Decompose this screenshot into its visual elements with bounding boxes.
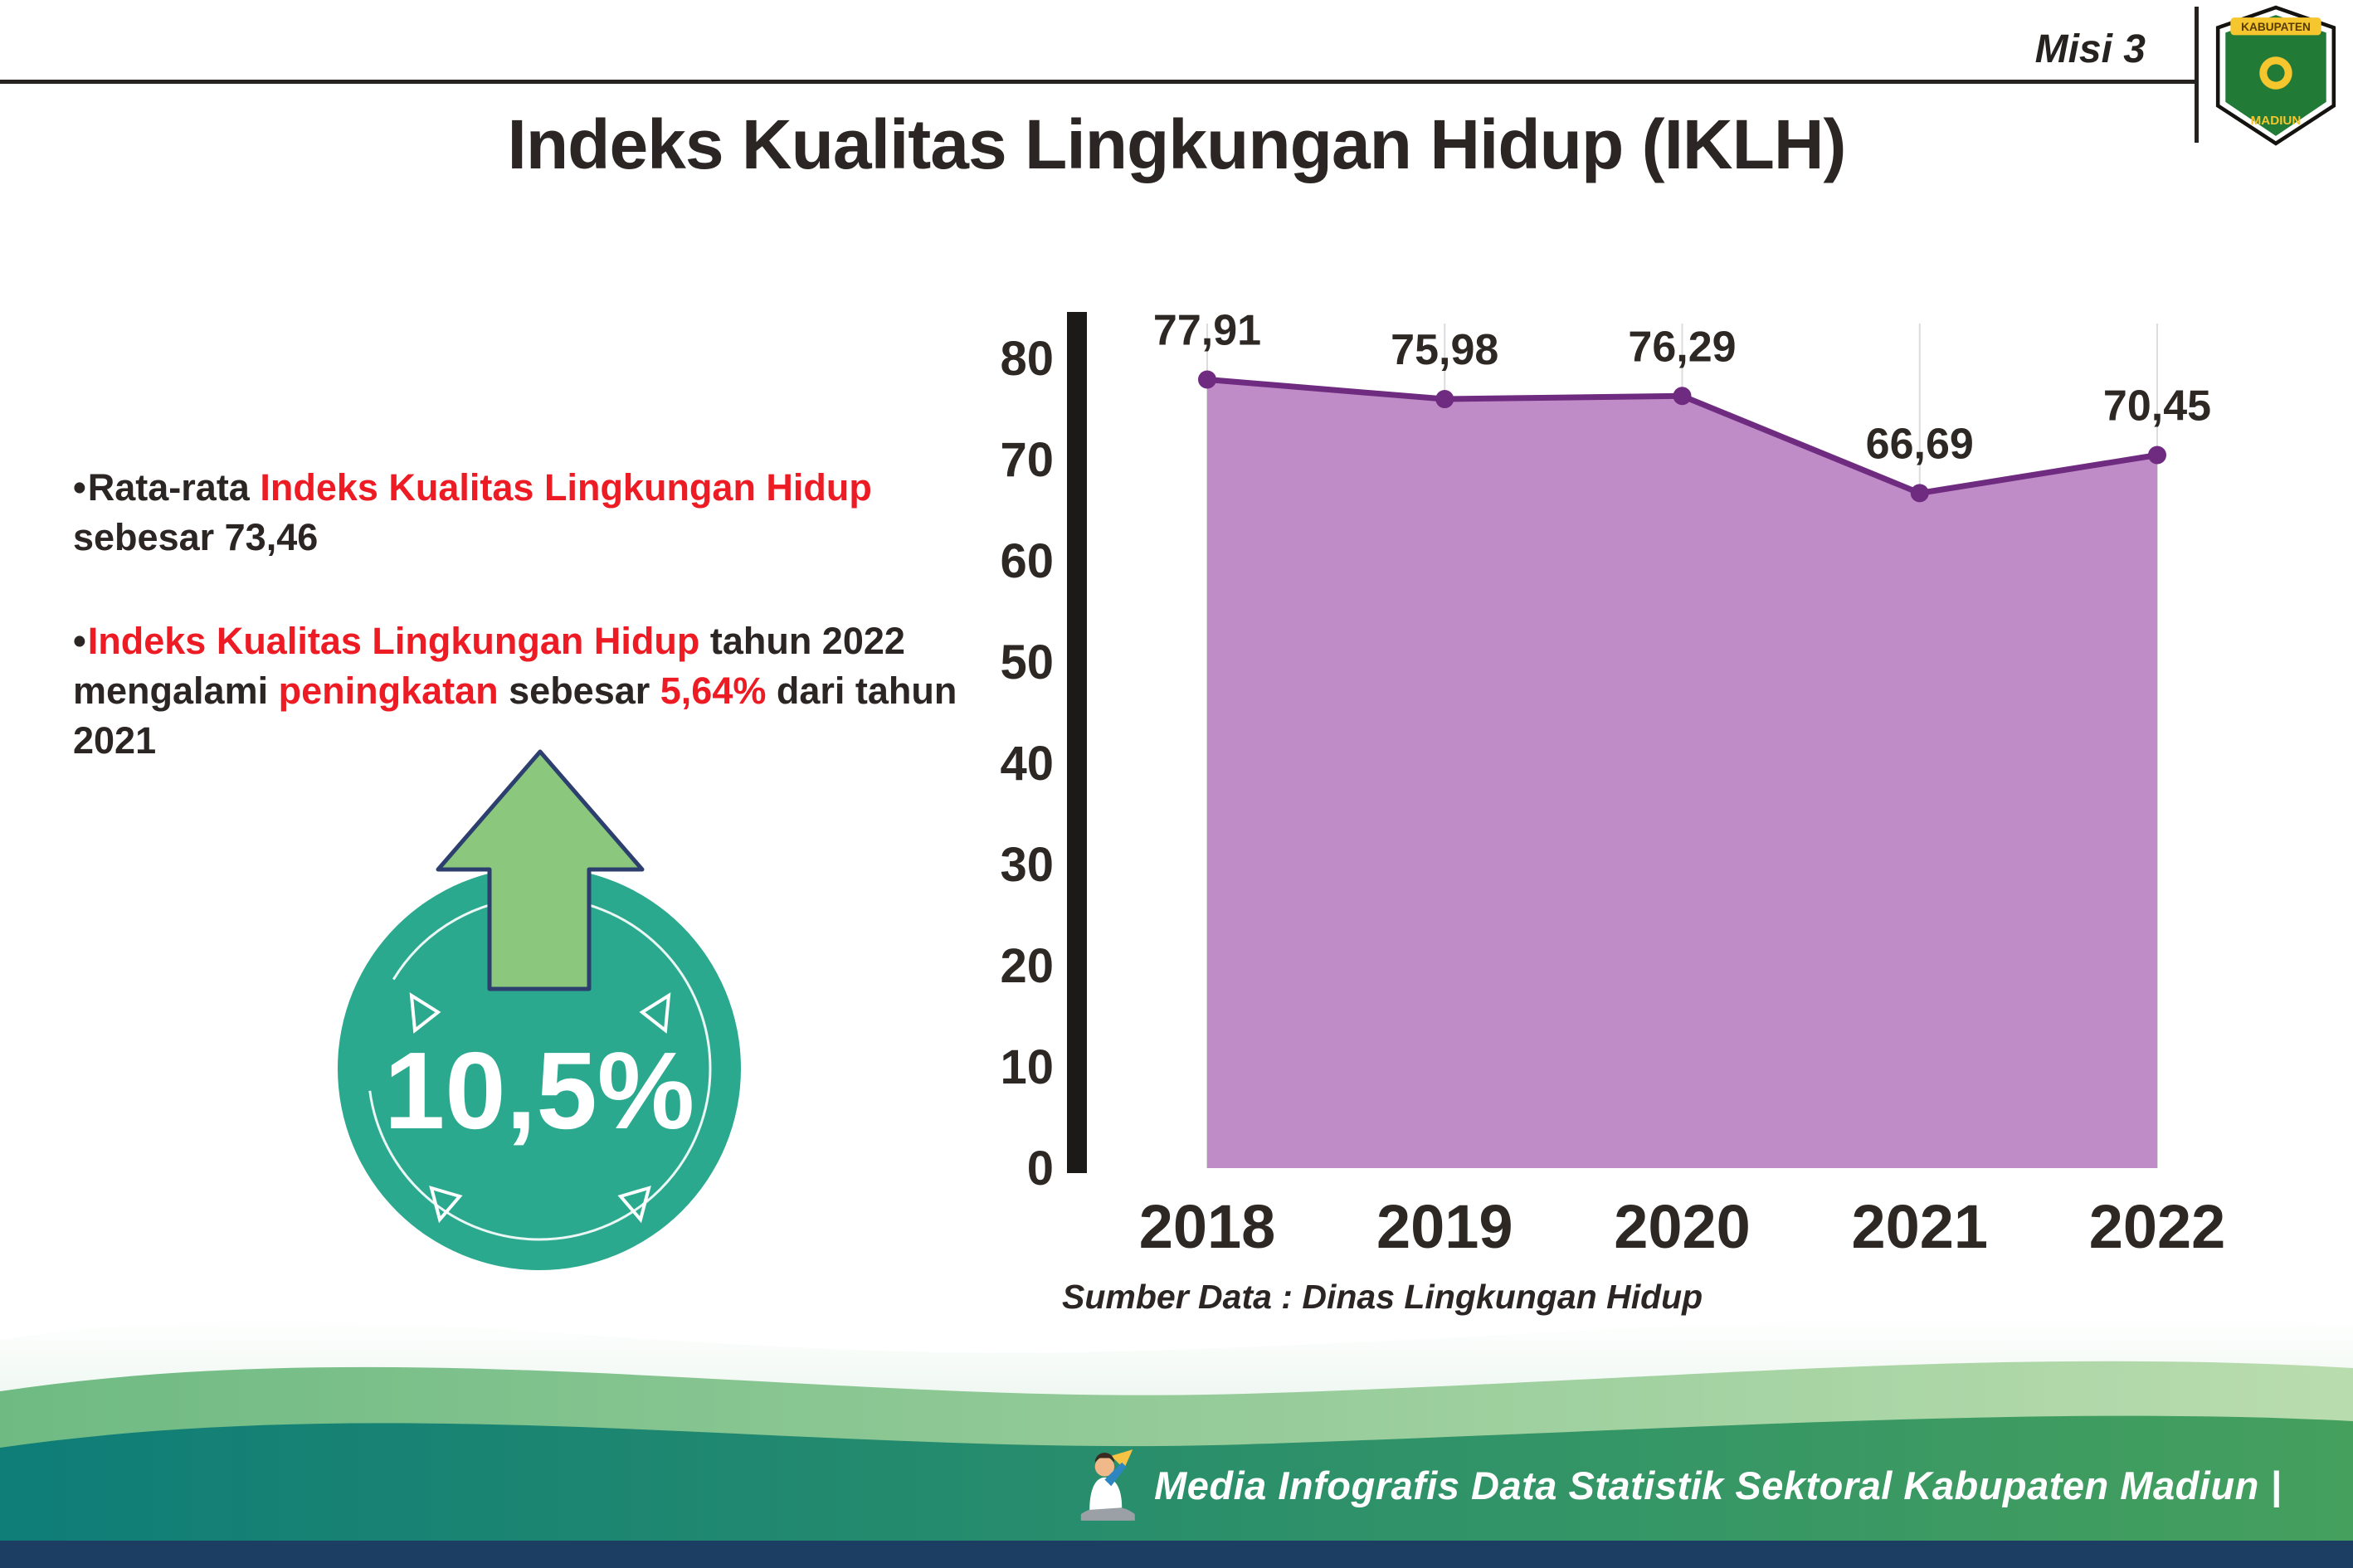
body-text: sebesar — [498, 669, 660, 712]
body-text: sebesar 73,46 — [73, 516, 319, 559]
mascot-base — [1080, 1506, 1135, 1521]
data-label: 75,98 — [1391, 326, 1498, 374]
chart-area — [1207, 379, 2157, 1168]
data-label: 76,29 — [1628, 323, 1736, 371]
body-text: dari tahun 2021 — [73, 669, 957, 762]
page-title: Indeks Kualitas Lingkungan Hidup (IKLH) — [507, 105, 1846, 183]
x-tick-label: 2018 — [1139, 1192, 1276, 1261]
bullet-item: •Rata-rata Indeks Kualitas Lingkungan Hi… — [73, 463, 994, 563]
body-text: Rata-rata — [87, 466, 261, 509]
footer-waves — [0, 1316, 2353, 1568]
x-tick-label: 2019 — [1376, 1192, 1513, 1261]
highlight-text: 5,64% — [660, 669, 767, 712]
badge-triangle-right — [639, 992, 671, 1034]
misi-label: Misi 3 — [2034, 27, 2146, 71]
up-arrow-icon — [436, 749, 645, 991]
x-tick-label: 2021 — [1851, 1192, 1988, 1261]
data-label: 70,45 — [2103, 382, 2211, 431]
bullet-item: •Indeks Kualitas Lingkungan Hidup tahun … — [73, 616, 994, 767]
footer-mascot-icon — [1080, 1449, 1135, 1521]
y-tick-label: 20 — [1000, 939, 1054, 993]
badge-triangle-left — [409, 992, 441, 1034]
y-tick-label: 70 — [1000, 433, 1054, 487]
data-label: 66,69 — [1866, 420, 1974, 468]
footer-navy-strip — [0, 1541, 2353, 1568]
logo-bracket-line — [2195, 7, 2199, 143]
mascot-arm — [1104, 1462, 1127, 1487]
iklh-area-chart: 77,91 75,98 76,29 66,69 70,45 0 10 20 30 40 50 60 70… — [1000, 306, 2226, 1261]
data-point — [1435, 390, 1454, 409]
data-point — [1198, 370, 1216, 389]
y-tick-label: 10 — [1000, 1040, 1054, 1094]
logo-banner-top — [2230, 17, 2321, 36]
highlight-text: Indeks Kualitas Lingkungan Hidup — [260, 466, 872, 509]
bullet-list: •Rata-rata Indeks Kualitas Lingkungan Hi… — [73, 463, 994, 819]
highlight-text: Indeks Kualitas Lingkungan Hidup — [87, 619, 700, 662]
body-text: tahun 2022 mengalami — [73, 619, 905, 712]
y-tick-label: 80 — [1000, 332, 1054, 386]
badge-triangle-bottom-right — [617, 1186, 651, 1224]
y-tick-label: 50 — [1000, 635, 1054, 689]
logo-emblem-inner — [2267, 64, 2285, 82]
y-tick-label: 60 — [1000, 534, 1054, 588]
kabupaten-madiun-logo: KABUPATEN MADIUN — [2215, 5, 2336, 146]
mascot-body — [1089, 1477, 1123, 1510]
mascot-hair — [1094, 1453, 1115, 1463]
mascot-pencil — [1111, 1449, 1133, 1469]
badge-triangle-bottom-left — [429, 1186, 463, 1224]
header-rule — [0, 80, 2195, 84]
data-label: 77,91 — [1153, 306, 1261, 354]
x-tick-label: 2022 — [2089, 1192, 2226, 1261]
bullet-dot: • — [73, 466, 86, 509]
y-tick-label: 0 — [1027, 1142, 1054, 1195]
logo-banner-bottom-text: MADIUN — [2251, 114, 2302, 128]
x-tick-label: 2020 — [1614, 1192, 1751, 1261]
data-point — [2148, 446, 2166, 465]
y-axis — [1067, 312, 1087, 1173]
increase-badge: 10,5% — [338, 749, 741, 1270]
highlight-text: peningkatan — [278, 669, 499, 712]
data-point — [1673, 387, 1692, 406]
footer-credit-text: Media Infografis Data Statistik Sektoral… — [1154, 1463, 2282, 1507]
footer-wave-deep — [0, 1415, 2353, 1568]
footer-credit: Media Infografis Data Statistik Sektoral… — [1074, 1447, 2282, 1523]
logo-banner-top-text: KABUPATEN — [2241, 21, 2311, 33]
data-point — [1910, 484, 1929, 503]
y-tick-label: 30 — [1000, 838, 1054, 892]
bullet-dot: • — [73, 619, 86, 662]
badge-value: 10,5% — [384, 1030, 694, 1152]
data-source-caption: Sumber Data : Dinas Lingkungan Hidup — [1062, 1278, 1703, 1316]
mascot-head — [1094, 1457, 1115, 1477]
y-tick-label: 40 — [1000, 737, 1054, 791]
badge-circle — [338, 867, 741, 1270]
